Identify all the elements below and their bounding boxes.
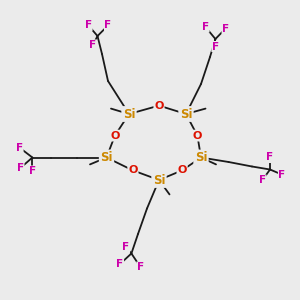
Text: F: F [29,166,36,176]
Text: Si: Si [153,173,165,187]
Text: F: F [16,142,23,153]
Text: F: F [259,175,266,185]
Text: Si: Si [123,107,135,121]
Text: O: O [128,165,138,176]
Text: F: F [202,22,209,32]
Text: O: O [154,100,164,111]
Text: F: F [212,41,219,52]
Text: Si: Si [180,107,192,121]
Text: Si: Si [195,151,207,164]
Text: O: O [110,130,120,141]
Text: F: F [104,20,112,31]
Text: F: F [278,169,286,180]
Text: F: F [122,242,130,253]
Text: F: F [222,23,229,34]
Text: F: F [116,259,124,269]
Text: F: F [266,152,274,163]
Text: O: O [177,165,187,176]
Text: F: F [137,262,144,272]
Text: F: F [85,20,92,31]
Text: O: O [193,130,202,141]
Text: Si: Si [100,151,113,164]
Text: F: F [17,163,24,173]
Text: F: F [89,40,97,50]
